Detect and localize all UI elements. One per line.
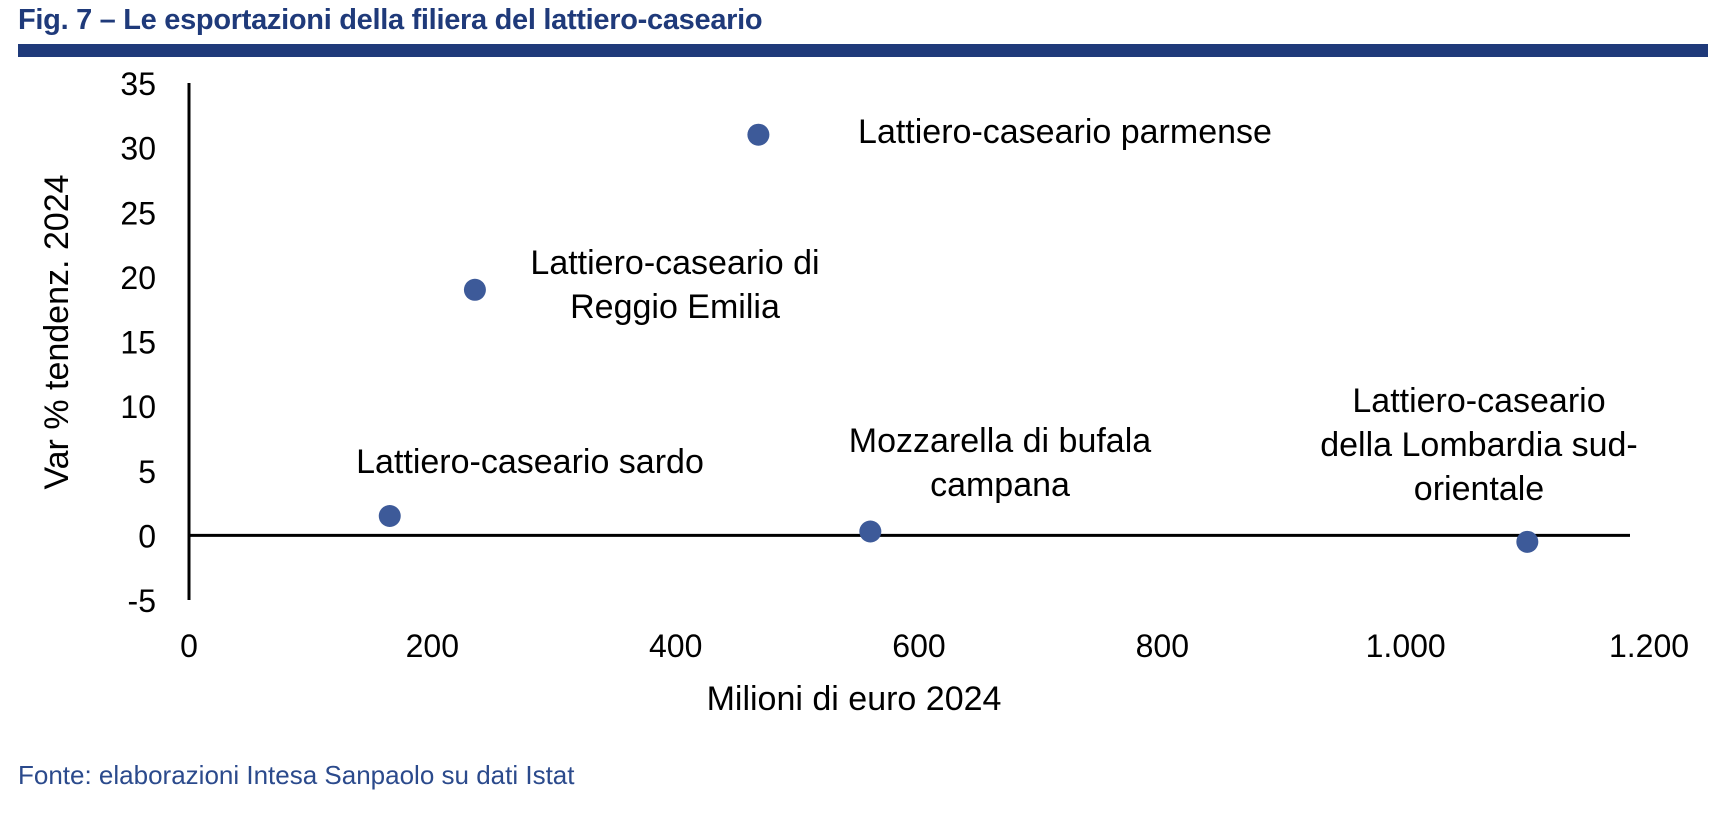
point-label-line: Lattiero-caseario sardo — [356, 443, 704, 481]
x-axis-ticks: 0 200 400 600 800 1.000 1.200 — [180, 628, 1689, 664]
point-label-line: Mozzarella di bufala — [849, 422, 1151, 460]
point-label-line: Lattiero-caseario parmense — [858, 113, 1272, 151]
scatter-point — [1516, 530, 1539, 553]
source-note: Fonte: elaborazioni Intesa Sanpaolo su d… — [18, 760, 575, 790]
data-points — [378, 123, 1539, 553]
scatter-point — [463, 278, 486, 301]
point-label-line: Lattiero-caseario — [1352, 382, 1605, 420]
point-label: Lattiero-caseario sardo — [356, 443, 704, 481]
x-tick-label: 200 — [406, 628, 459, 664]
y-tick-label: 0 — [138, 518, 156, 554]
point-label: Lattiero-caseario della Lombardia sud-ori… — [1320, 382, 1638, 508]
point-label: Mozzarella di bufala campana — [849, 422, 1151, 504]
x-tick-label: 400 — [649, 628, 702, 664]
scatter-point — [747, 123, 770, 146]
title-rule — [18, 44, 1708, 57]
scatter-point — [859, 520, 882, 543]
y-tick-label: 20 — [120, 260, 156, 296]
chart-axes — [187, 83, 1630, 600]
point-label-line: Lattiero-caseario di — [530, 244, 819, 282]
y-tick-label: -5 — [128, 583, 156, 619]
y-axis-label: Var % tendenz. 2024 — [38, 174, 76, 489]
point-label-line: campana — [930, 466, 1070, 504]
point-label: Lattiero-caseario parmense — [858, 113, 1272, 151]
x-tick-label: 1.200 — [1609, 628, 1689, 664]
scatter-point — [378, 504, 401, 527]
x-tick-label: 1.000 — [1366, 628, 1446, 664]
x-tick-label: 0 — [180, 628, 198, 664]
point-label-line: Reggio Emilia — [570, 288, 780, 326]
data-labels: Lattiero-caseario sardo Lattiero-caseario… — [356, 113, 1638, 508]
x-tick-label: 800 — [1136, 628, 1189, 664]
point-label: Lattiero-caseario di Reggio Emilia — [530, 244, 819, 326]
y-tick-label: 25 — [120, 195, 156, 231]
figure-title: Fig. 7 – Le esportazioni della filiera d… — [18, 4, 763, 36]
x-axis-label: Milioni di euro 2024 — [707, 680, 1002, 718]
y-tick-label: 35 — [120, 66, 156, 102]
point-label-line: della Lombardia sud- — [1320, 426, 1638, 464]
y-axis-ticks: -5 0 5 10 15 20 25 30 35 — [120, 66, 156, 619]
y-tick-label: 15 — [120, 325, 156, 361]
y-tick-label: 5 — [138, 454, 156, 490]
y-tick-label: 30 — [120, 131, 156, 167]
point-label-line: orientale — [1414, 470, 1544, 508]
x-tick-label: 600 — [892, 628, 945, 664]
y-tick-label: 10 — [120, 389, 156, 425]
